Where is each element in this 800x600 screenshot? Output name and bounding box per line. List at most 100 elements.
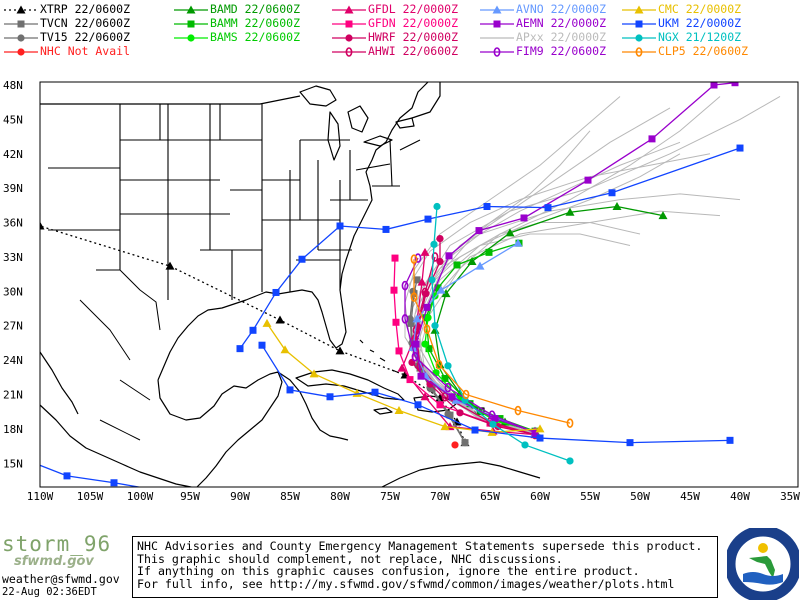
y-tick-label: 48N xyxy=(3,79,23,92)
track-point xyxy=(336,222,344,230)
timestamp: 22-Aug 02:36EDT xyxy=(2,586,97,598)
track-point xyxy=(648,135,656,143)
track-point xyxy=(63,472,71,480)
x-tick-label: 40W xyxy=(730,490,750,503)
track-point xyxy=(475,227,483,235)
track-point xyxy=(411,351,419,362)
legend-item: GFDL 22/0000Z xyxy=(330,3,458,16)
ensemble-track xyxy=(414,233,631,436)
track-point xyxy=(286,386,294,394)
legend-marker xyxy=(186,5,196,13)
sfwmd-seal-logo xyxy=(727,528,799,600)
x-tick-label: 60W xyxy=(530,490,550,503)
legend-marker xyxy=(635,20,643,27)
track-point xyxy=(489,420,497,428)
legend-marker xyxy=(187,20,195,27)
legend-label: NHC Not Avail xyxy=(40,44,131,58)
track-point xyxy=(424,215,432,223)
x-tick-label: 95W xyxy=(180,490,200,503)
legend-marker xyxy=(345,33,353,42)
ensemble-track xyxy=(419,96,721,436)
y-tick-label: 27N xyxy=(3,320,23,333)
legend-symbol xyxy=(2,18,40,30)
legend-marker xyxy=(17,20,25,27)
cuba xyxy=(295,369,405,401)
mexico-pacific-coast xyxy=(39,404,197,489)
disclaimer-link[interactable]: For full info, see http://my.sfwmd.gov/s… xyxy=(137,576,675,591)
legend-marker xyxy=(493,20,501,27)
legend-item: AHWI 22/0600Z xyxy=(330,45,458,58)
legend-label: TV15 22/0600Z xyxy=(40,30,131,44)
legend-item: UKM 22/0000Z xyxy=(620,17,741,30)
legend-symbol xyxy=(2,32,40,44)
track-point xyxy=(535,424,545,433)
track-point xyxy=(272,288,280,296)
track-point xyxy=(488,410,496,420)
track-aemn xyxy=(412,79,739,436)
legend-symbol xyxy=(478,18,516,30)
legend-item: XTRP 22/0600Z xyxy=(2,3,130,16)
track-point xyxy=(413,276,421,284)
plot-margin xyxy=(798,0,800,600)
track-point xyxy=(326,393,334,401)
legend-label: XTRP 22/0600Z xyxy=(40,2,131,16)
x-tick-label: 80W xyxy=(330,490,350,503)
central-america-coast xyxy=(195,371,349,501)
track-point xyxy=(566,418,574,428)
track-point xyxy=(280,345,290,354)
legend-label: CMC 22/0000Z xyxy=(658,2,742,16)
y-tick-label: 45N xyxy=(3,113,23,126)
track-point xyxy=(658,211,668,220)
track-point xyxy=(436,257,444,266)
y-tick-label: 33N xyxy=(3,251,23,264)
x-tick-label: 100W xyxy=(127,490,154,503)
track-point xyxy=(451,441,459,449)
track-point xyxy=(406,376,414,384)
legend-marker xyxy=(16,5,26,13)
legend-item: TV15 22/0600Z xyxy=(2,31,130,44)
track-point xyxy=(417,277,427,286)
track-point xyxy=(420,247,430,256)
track-point xyxy=(462,389,470,400)
track-ukm-b xyxy=(258,341,734,447)
model-tracks xyxy=(19,79,744,493)
track-point xyxy=(412,314,422,323)
track-point xyxy=(423,324,431,334)
x-tick-label: 35W xyxy=(780,490,800,503)
legend-label: GFDL 22/0000Z xyxy=(368,2,459,16)
track-point xyxy=(471,426,479,434)
legend-symbol xyxy=(172,4,210,16)
track-point xyxy=(390,286,398,294)
track-point xyxy=(262,318,272,327)
mexico-borders xyxy=(79,269,161,441)
track-point xyxy=(505,228,515,237)
track-point xyxy=(236,345,244,353)
legend-label: BAMD 22/0600Z xyxy=(210,2,301,16)
track-line xyxy=(413,259,571,424)
track-point xyxy=(584,176,592,184)
track-point xyxy=(451,395,461,404)
legend-marker xyxy=(493,46,501,57)
contact-email[interactable]: weather@sfwmd.gov xyxy=(2,572,120,586)
track-point xyxy=(436,235,444,243)
track-point xyxy=(444,410,452,418)
legend-item: GFDN 22/0000Z xyxy=(330,17,458,30)
legend-label: TVCN 22/0600Z xyxy=(40,16,131,30)
track-point xyxy=(258,341,266,349)
legend-item: NHC Not Avail xyxy=(2,45,130,58)
legend-item: TVCN 22/0600Z xyxy=(2,17,130,30)
legend: XTRP 22/0600Z TVCN 22/0600Z TV15 22/0600Z N… xyxy=(0,0,800,58)
track-point xyxy=(448,393,456,401)
track-point xyxy=(444,362,452,370)
legend-item: CMC 22/0000Z xyxy=(620,3,741,16)
legend-label: AEMN 22/0000Z xyxy=(516,16,607,30)
track-point xyxy=(309,369,319,378)
disclaimer-box: NHC Advisories and County Emergency Mana… xyxy=(132,536,718,598)
great-lakes xyxy=(299,85,415,161)
track-point xyxy=(433,202,441,211)
track-point xyxy=(436,285,446,294)
disclaimer-line: This graphic should complement, not repl… xyxy=(137,551,563,566)
track-point xyxy=(453,261,461,269)
y-tick-label: 18N xyxy=(3,423,23,436)
plot-frame xyxy=(39,81,799,488)
